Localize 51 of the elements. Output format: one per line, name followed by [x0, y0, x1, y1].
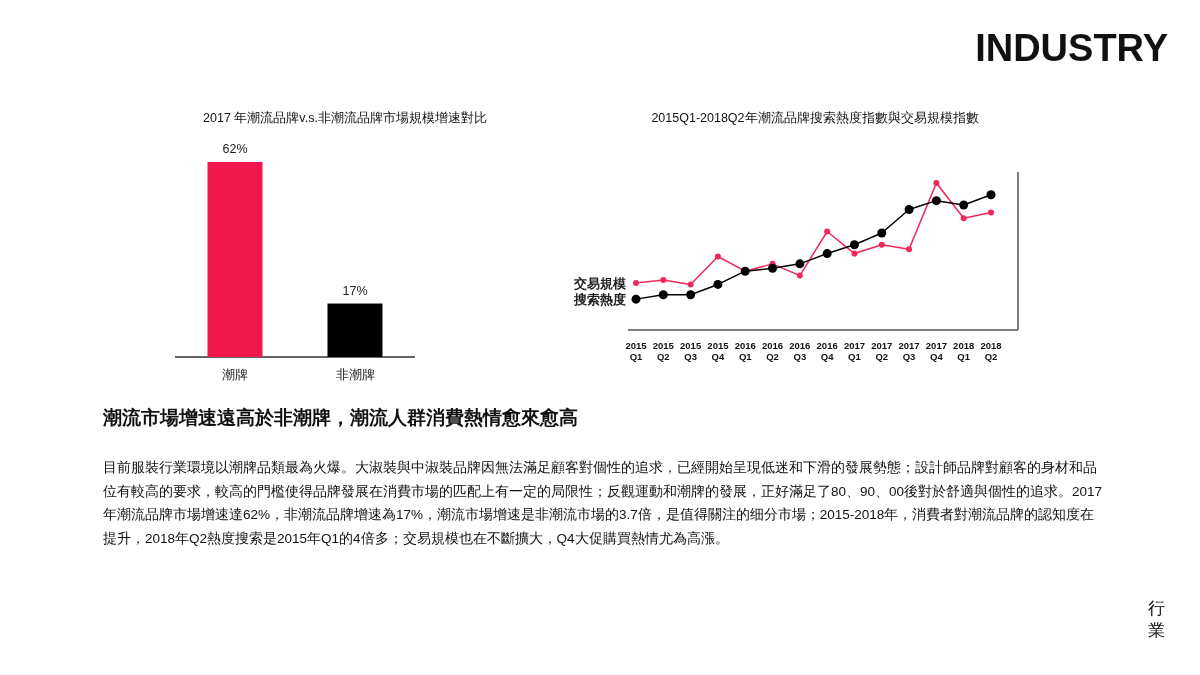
point: [988, 209, 994, 216]
point: [959, 200, 969, 210]
point: [851, 250, 858, 257]
point: [933, 180, 940, 186]
point: [660, 277, 667, 284]
data-label: 62%: [222, 142, 248, 156]
x-tick-label: 2015 Q2: [652, 340, 675, 362]
text: 行業: [1148, 598, 1166, 642]
x-tick-label: 2017 Q3: [898, 340, 920, 362]
point: [878, 241, 885, 248]
series-label: 搜索熱度: [573, 292, 626, 308]
x-tick-label: 2016 Q2: [761, 340, 784, 362]
x-tick-label: 2016 Q1: [734, 340, 756, 362]
text: 目前服裝行業環境以潮牌品類最為火爆。大淑裝與中淑裝品牌因無法滿足顧客對個性的追求，已經開始呈現低迷和下滑的發展勢態；設計師品牌對顧客的身材和品位有較高的要求，較高的門檻使得品牌發展在消費市場的匹配上有一定的局限性；反觀運動和潮牌的發展，正好滿足了80、90、00後對於舒適與個性的追求。2017年潮流品牌市場增速達62%，非潮流品牌增速為17%，潮流市場增速是非潮流市場的3.7倍，是值得關注的细分市場；2015-2018年，消費者對潮流品牌的認知度在提升，2018年Q2熱度搜索是2015年Q1的4倍多；交易規模也在不斷擴大，Q4大促購買熱情尤為高漲。: [103, 459, 1103, 548]
text: 潮流市場增速遠高於非潮牌，潮流人群消費熱情愈來愈高: [103, 406, 578, 430]
point: [686, 290, 696, 300]
point: [824, 228, 831, 235]
point: [658, 290, 668, 300]
point: [631, 294, 641, 304]
chart-title: 2017 年潮流品牌v.s.非潮流品牌市場規模增速對比: [203, 110, 487, 125]
point: [904, 204, 914, 214]
x-tick-label: 2015 Q3: [680, 340, 702, 362]
point: [713, 279, 723, 289]
x-tick-label: 2015 Q4: [707, 340, 730, 362]
x-tick-label: 2017 Q1: [843, 340, 866, 362]
point: [795, 259, 805, 269]
x-tick-label: 2017 Q2: [871, 340, 893, 362]
point: [687, 281, 694, 288]
x-tick-label: 2016 Q3: [789, 340, 811, 362]
chart-title: 2015Q1-2018Q2年潮流品牌搜索熱度指數與交易規模指數: [651, 110, 979, 125]
x-tick-label: 2018 Q1: [953, 340, 975, 362]
point: [822, 249, 832, 259]
point: [877, 228, 887, 238]
point: [796, 272, 803, 279]
x-tick-label: 2017 Q4: [925, 340, 947, 362]
x-tick-label: 潮牌: [222, 367, 248, 382]
point: [931, 196, 941, 206]
point: [906, 246, 913, 253]
series-label: 交易規模: [573, 275, 626, 291]
point: [960, 215, 967, 222]
point: [849, 240, 859, 250]
text: INDUSTRY: [974, 26, 1168, 70]
point: [768, 263, 778, 273]
point: [986, 190, 996, 200]
point: [633, 279, 639, 286]
x-tick-label: 2015 Q1: [625, 340, 648, 362]
x-tick-label: 非潮牌: [335, 367, 375, 382]
x-tick-label: 2018 Q2: [980, 340, 1002, 362]
point: [714, 253, 721, 260]
data-label: 17%: [342, 283, 368, 298]
x-tick-label: 2016 Q4: [816, 340, 838, 362]
